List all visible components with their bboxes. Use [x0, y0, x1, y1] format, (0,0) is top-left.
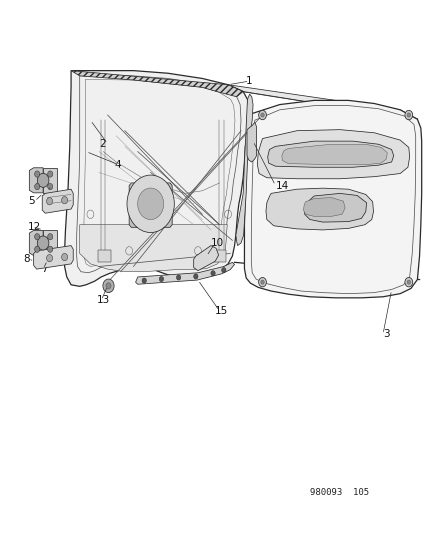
- Circle shape: [61, 197, 67, 204]
- Circle shape: [35, 233, 40, 240]
- Polygon shape: [64, 71, 249, 286]
- Polygon shape: [267, 141, 393, 167]
- Circle shape: [106, 282, 111, 289]
- Text: 5: 5: [28, 196, 35, 206]
- Polygon shape: [281, 144, 386, 165]
- Circle shape: [47, 183, 53, 190]
- Text: 14: 14: [275, 181, 288, 190]
- Text: 15: 15: [215, 306, 228, 316]
- Circle shape: [37, 236, 49, 250]
- Polygon shape: [84, 79, 234, 264]
- Circle shape: [46, 198, 53, 205]
- Text: 10: 10: [210, 238, 223, 248]
- Text: 7: 7: [41, 264, 47, 274]
- Circle shape: [221, 268, 226, 273]
- Text: 1: 1: [245, 76, 251, 86]
- Polygon shape: [193, 246, 218, 271]
- Text: 8: 8: [24, 254, 30, 264]
- Circle shape: [35, 246, 40, 253]
- Polygon shape: [29, 168, 43, 193]
- Polygon shape: [42, 189, 73, 213]
- Circle shape: [260, 280, 264, 284]
- Circle shape: [404, 110, 412, 120]
- Circle shape: [159, 277, 163, 281]
- Polygon shape: [304, 193, 366, 222]
- Circle shape: [142, 278, 146, 283]
- Polygon shape: [228, 85, 417, 119]
- Polygon shape: [244, 100, 421, 298]
- Polygon shape: [43, 230, 57, 255]
- Text: 3: 3: [382, 329, 389, 340]
- Circle shape: [47, 233, 53, 240]
- Circle shape: [35, 183, 40, 190]
- Polygon shape: [303, 198, 344, 216]
- Polygon shape: [135, 262, 234, 284]
- Circle shape: [210, 271, 215, 276]
- Polygon shape: [34, 246, 73, 269]
- Text: 6: 6: [47, 181, 54, 190]
- Polygon shape: [29, 230, 43, 255]
- Text: 2: 2: [99, 139, 106, 149]
- Circle shape: [61, 254, 67, 261]
- Circle shape: [258, 110, 266, 120]
- FancyBboxPatch shape: [98, 250, 110, 262]
- Circle shape: [127, 175, 174, 232]
- Circle shape: [260, 113, 264, 117]
- Circle shape: [35, 171, 40, 177]
- Circle shape: [37, 173, 49, 187]
- Circle shape: [406, 113, 410, 117]
- Text: 13: 13: [97, 295, 110, 305]
- Text: 4: 4: [114, 160, 120, 169]
- Circle shape: [193, 274, 198, 279]
- FancyBboxPatch shape: [212, 250, 226, 262]
- Polygon shape: [265, 188, 373, 230]
- Polygon shape: [43, 168, 57, 193]
- Polygon shape: [129, 183, 172, 228]
- Circle shape: [404, 278, 412, 287]
- Circle shape: [46, 254, 53, 262]
- Polygon shape: [257, 130, 409, 179]
- Circle shape: [176, 275, 180, 280]
- Circle shape: [258, 278, 266, 287]
- Polygon shape: [71, 71, 243, 97]
- Text: 980093  105: 980093 105: [310, 488, 369, 497]
- Circle shape: [102, 279, 114, 293]
- Circle shape: [47, 171, 53, 177]
- Circle shape: [47, 246, 53, 253]
- Circle shape: [138, 188, 163, 220]
- Text: 12: 12: [28, 222, 41, 232]
- Circle shape: [406, 280, 410, 284]
- Polygon shape: [247, 123, 256, 162]
- Polygon shape: [80, 225, 227, 272]
- Polygon shape: [235, 94, 252, 246]
